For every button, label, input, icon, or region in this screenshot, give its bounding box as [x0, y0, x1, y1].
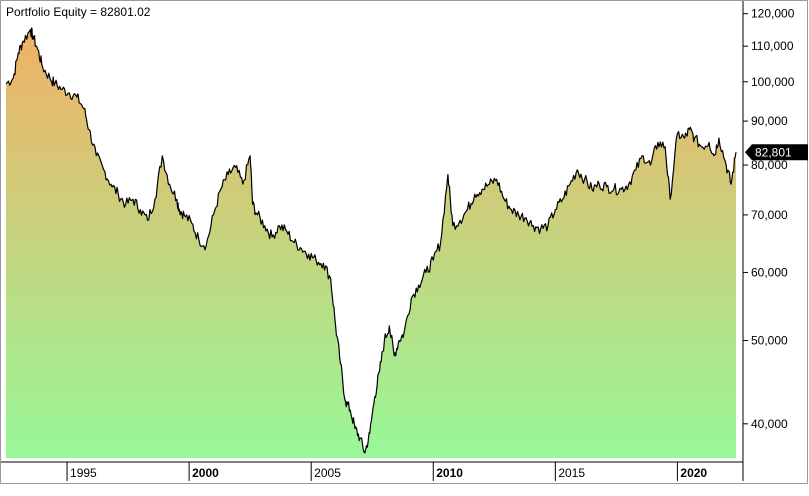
equity-line — [5, 27, 737, 454]
y-tick-label: 70,000 — [751, 208, 788, 222]
y-tick-label: 90,000 — [751, 114, 788, 128]
chart-title: Portfolio Equity = 82801.02 — [6, 5, 151, 19]
x-tick-label: 2020 — [680, 466, 707, 480]
y-tick-label: 120,000 — [751, 7, 795, 21]
last-value-label-background — [745, 144, 808, 161]
y-tick-label: 50,000 — [751, 334, 788, 348]
y-tick-label: 80,000 — [751, 158, 788, 172]
x-tick-label: 2005 — [314, 466, 341, 480]
x-tick-label: 1995 — [70, 466, 97, 480]
equity-area-fill — [6, 28, 736, 458]
x-tick-label: 2010 — [436, 466, 463, 480]
last-value-marker: 82,801 — [745, 144, 808, 161]
y-tick-label: 100,000 — [751, 75, 795, 89]
x-tick-label: 2015 — [558, 466, 585, 480]
last-value-label: 82,801 — [755, 146, 792, 160]
y-tick-label: 40,000 — [751, 417, 788, 431]
y-tick-label: 60,000 — [751, 265, 788, 279]
x-axis-ticks: 1995 2000 2005 2010 2015 2020 — [66, 462, 707, 481]
axes — [0, 0, 808, 484]
y-tick-label: 110,000 — [751, 39, 794, 53]
chart-frame — [0, 0, 808, 484]
y-axis-ticks: 40,000 50,000 60,000 70,000 80,000 90,000 100,… — [743, 7, 795, 431]
x-tick-label: 2000 — [192, 466, 219, 480]
